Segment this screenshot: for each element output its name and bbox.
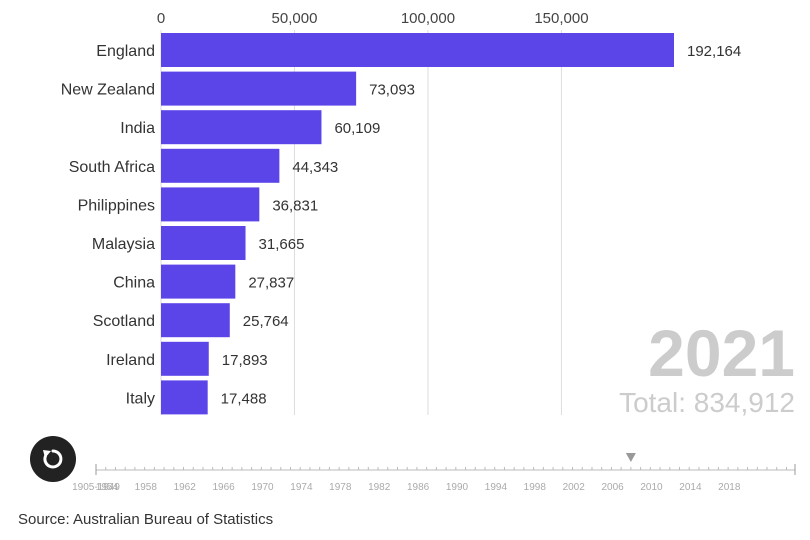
x-tick-label: 50,000 [272, 10, 318, 27]
value-label: 31,665 [259, 236, 305, 253]
timeline-label: 2006 [601, 482, 624, 493]
value-label: 17,893 [222, 352, 268, 369]
x-axis-ticks: 0 50,000 100,000 150,000 [157, 10, 589, 27]
value-label: 60,109 [334, 120, 380, 137]
bar [161, 341, 209, 376]
source-note: Source: Australian Bureau of Statistics [18, 511, 274, 528]
current-year-label: 2021 [648, 316, 795, 390]
bar [161, 303, 230, 338]
timeline-label: 1994 [485, 482, 508, 493]
replay-icon [43, 449, 63, 469]
timeline-label: 2014 [679, 482, 702, 493]
value-label: 73,093 [369, 82, 415, 99]
bar [161, 71, 357, 106]
category-label: England [96, 43, 155, 60]
bar [161, 226, 246, 260]
timeline-label: 1990 [446, 482, 469, 493]
category-label: Malaysia [92, 236, 155, 253]
replay-button[interactable] [30, 436, 76, 482]
timeline-handle[interactable] [625, 453, 636, 462]
category-label: Ireland [106, 352, 155, 369]
bar [161, 380, 208, 415]
category-label: China [113, 275, 155, 292]
bars [161, 33, 674, 415]
timeline-ticks [95, 464, 796, 475]
timeline-label: 1970 [251, 482, 274, 493]
timeline-label: 1905-1949 [72, 482, 120, 493]
category-label: Scotland [93, 313, 155, 330]
total-label: Total: 834,912 [619, 387, 795, 418]
value-label: 192,164 [687, 43, 741, 60]
x-tick-label: 100,000 [401, 10, 455, 27]
timeline-label: 2018 [718, 482, 741, 493]
bar-chart: 0 50,000 100,000 150,000 England New Zealand… [61, 10, 795, 418]
x-tick-label: 0 [157, 10, 165, 27]
category-label: India [120, 120, 155, 137]
timeline-label: 1954 [96, 482, 119, 493]
bar [161, 264, 236, 299]
category-label: New Zealand [61, 82, 155, 99]
value-label: 44,343 [292, 159, 338, 176]
x-tick-label: 150,000 [534, 10, 588, 27]
bar [161, 148, 280, 183]
timeline-label: 1966 [212, 482, 235, 493]
timeline-label: 2002 [563, 482, 586, 493]
bar [161, 33, 674, 67]
category-label: South Africa [69, 159, 155, 176]
timeline-label: 1978 [329, 482, 352, 493]
category-label: Philippines [78, 197, 155, 214]
timeline-label: 1998 [524, 482, 547, 493]
timeline-label: 1958 [135, 482, 158, 493]
value-label: 17,488 [221, 390, 267, 407]
bar [161, 187, 260, 222]
category-label: Italy [126, 390, 155, 407]
bar [161, 110, 322, 145]
value-label: 27,837 [248, 275, 294, 292]
timeline-label: 2010 [640, 482, 663, 493]
timeline-label: 1986 [407, 482, 430, 493]
timeline-label: 1974 [290, 482, 313, 493]
category-labels: England New Zealand India South Africa Phili… [61, 43, 155, 407]
timeline-label: 1962 [174, 482, 197, 493]
value-label: 25,764 [243, 313, 289, 330]
timeline-label: 1982 [368, 482, 391, 493]
value-labels: 192,164 73,093 60,109 44,343 36,831 31,665 27,… [221, 43, 742, 407]
value-label: 36,831 [272, 197, 318, 214]
